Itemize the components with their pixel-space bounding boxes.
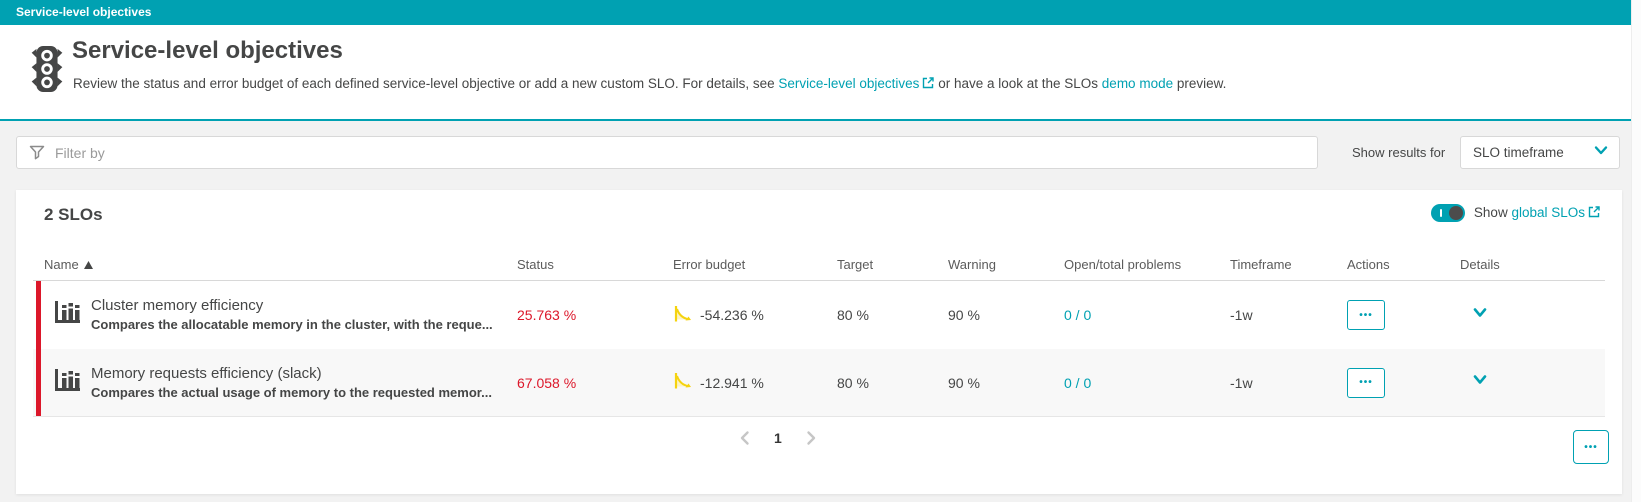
breadcrumb[interactable]: Service-level objectives: [16, 5, 152, 19]
column-header-name-label: Name: [44, 256, 79, 272]
column-header-name[interactable]: Name: [33, 257, 517, 272]
scrollbar-track[interactable]: [1631, 0, 1641, 502]
filter-input[interactable]: [16, 136, 1318, 169]
actions-cell: •••: [1347, 300, 1460, 330]
slo-description: Compares the allocatable memory in the c…: [91, 317, 493, 333]
declining-chart-icon: [673, 371, 693, 394]
filter-bar: [16, 136, 1318, 169]
description-text-1: Review the status and error budget of ea…: [73, 76, 779, 91]
chevron-down-icon: [1593, 142, 1609, 163]
timeframe-value: -1w: [1230, 307, 1253, 323]
chevron-down-icon: [1470, 372, 1490, 393]
slo-name-cell: Memory requests efficiency (slack) Compa…: [33, 349, 517, 416]
column-header-status[interactable]: Status: [517, 256, 554, 272]
pagination: 1: [738, 430, 818, 446]
timeframe-selected-value: SLO timeframe: [1473, 145, 1564, 160]
external-link-icon: [1588, 206, 1600, 221]
demo-mode-link[interactable]: demo mode: [1101, 76, 1174, 91]
slo-name[interactable]: Memory requests efficiency (slack): [91, 364, 322, 382]
warning-value: 90 %: [948, 307, 980, 323]
toggle-label-prefix: Show: [1473, 205, 1512, 220]
current-page-number[interactable]: 1: [774, 430, 782, 446]
page-description: Review the status and error budget of ea…: [73, 76, 1226, 92]
column-header-problems[interactable]: Open/total problems: [1064, 256, 1182, 272]
show-global-slos-toggle[interactable]: [1430, 204, 1465, 222]
filter-funnel-icon: [29, 144, 45, 165]
timeframe-dropdown[interactable]: SLO timeframe: [1460, 136, 1620, 169]
slo-count: 2 SLOs: [44, 205, 103, 224]
global-slos-control: Show global SLOs: [1430, 204, 1600, 222]
severity-bar: [36, 281, 41, 349]
slo-name-cell: Cluster memory efficiency Compares the a…: [33, 281, 517, 349]
slo-description: Compares the actual usage of memory to t…: [91, 384, 492, 400]
declining-chart-icon: [673, 304, 693, 327]
warning-value: 90 %: [948, 374, 980, 391]
show-results-label: Show results for: [1352, 145, 1446, 160]
table-row: Cluster memory efficiency Compares the a…: [33, 281, 1605, 349]
toggle-label: Show global SLOs: [1474, 205, 1600, 221]
row-details-expander[interactable]: [1460, 372, 1605, 393]
previous-page-button[interactable]: [738, 430, 752, 446]
actions-cell: •••: [1347, 367, 1460, 398]
target-value: 80 %: [837, 374, 869, 391]
next-page-button[interactable]: [804, 430, 818, 446]
table-row: Memory requests efficiency (slack) Compa…: [33, 349, 1605, 417]
status-value: 25.763 %: [517, 307, 577, 323]
chevron-down-icon: [1470, 305, 1490, 326]
slo-name-block: Memory requests efficiency (slack) Compa…: [91, 364, 492, 402]
toggle-on-mark: [1439, 209, 1442, 217]
error-budget-value: -54.236 %: [700, 307, 764, 323]
problems-link[interactable]: 0 / 0: [1064, 307, 1092, 323]
external-link-icon: [922, 77, 935, 92]
error-budget-cell: -54.236 %: [673, 304, 837, 327]
global-slos-link[interactable]: global SLOs: [1511, 205, 1585, 220]
row-actions-button[interactable]: •••: [1347, 367, 1385, 398]
slo-chart-icon: [54, 299, 81, 330]
description-text-3: preview.: [1173, 76, 1227, 91]
error-budget-cell: -12.941 %: [673, 371, 837, 394]
column-header-details: Details: [1460, 256, 1500, 272]
column-header-target[interactable]: Target: [837, 256, 874, 272]
page-title: Service-level objectives: [72, 37, 343, 64]
slo-panel: 2 SLOs Show global SLOs Name Status Erro…: [16, 190, 1622, 494]
sort-ascending-icon: [83, 257, 93, 272]
toggle-knob: [1448, 206, 1463, 220]
table-header-row: Name Status Error budget Target Warning …: [33, 248, 1605, 281]
traffic-light-icon: [24, 45, 70, 98]
slo-name[interactable]: Cluster memory efficiency: [91, 297, 264, 315]
target-value: 80 %: [837, 307, 869, 323]
problems-link[interactable]: 0 / 0: [1064, 374, 1092, 391]
status-value: 67.058 %: [517, 374, 577, 391]
slo-table: Name Status Error budget Target Warning …: [33, 248, 1605, 417]
page-header: Service-level objectives Review the stat…: [0, 25, 1631, 121]
error-budget-value: -12.941 %: [700, 374, 764, 391]
slo-name-block: Cluster memory efficiency Compares the a…: [91, 296, 493, 334]
severity-bar: [36, 349, 41, 416]
table-options-button[interactable]: •••: [1573, 430, 1609, 464]
top-bar: Service-level objectives: [0, 0, 1631, 25]
slo-chart-icon: [54, 367, 81, 398]
timeframe-value: -1w: [1230, 374, 1253, 391]
description-text-2: or have a look at the SLOs: [934, 76, 1102, 91]
column-header-timeframe[interactable]: Timeframe: [1230, 256, 1292, 272]
column-header-warning[interactable]: Warning: [948, 256, 996, 272]
column-header-error-budget[interactable]: Error budget: [673, 256, 746, 272]
row-details-expander[interactable]: [1460, 305, 1605, 326]
row-actions-button[interactable]: •••: [1347, 300, 1385, 330]
service-level-objectives-link[interactable]: Service-level objectives: [778, 76, 920, 91]
column-header-actions: Actions: [1347, 256, 1390, 272]
